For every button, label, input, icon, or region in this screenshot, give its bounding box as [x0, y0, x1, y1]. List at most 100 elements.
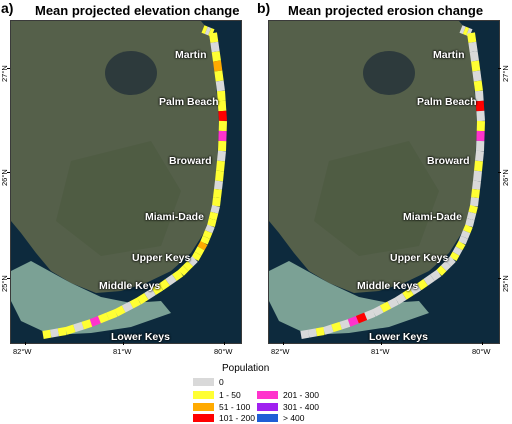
- legend-item: 201 - 300: [257, 390, 319, 400]
- lat-label-25n: 25°N: [501, 275, 510, 292]
- region-label-martin: Martin: [433, 49, 465, 61]
- shallow-water-bay: [269, 261, 429, 335]
- coastal-segment: [211, 51, 221, 62]
- lat-label-27n: 27°N: [0, 65, 9, 82]
- lat-tick: [7, 278, 10, 279]
- lon-label-81w: 81°W: [371, 347, 390, 356]
- legend-swatch: [257, 403, 278, 411]
- legend-label: > 400: [283, 413, 305, 423]
- coastal-segment: [158, 279, 170, 291]
- coastal-segment: [468, 205, 478, 214]
- coastal-segment: [217, 90, 226, 102]
- coastal-segment: [471, 60, 481, 72]
- coastal-segment: [322, 324, 334, 335]
- coastal-segment: [136, 292, 149, 305]
- coastal-segment: [194, 246, 205, 256]
- lon-tick: [25, 342, 26, 345]
- coastal-segment: [465, 218, 475, 227]
- lat-label-26n: 26°N: [501, 169, 510, 186]
- shallow-water-bay: [11, 261, 171, 335]
- lat-tick: [7, 172, 10, 173]
- region-label-middle-keys: Middle Keys: [357, 280, 419, 292]
- coastal-segment: [430, 269, 442, 281]
- lon-label-80w: 80°W: [472, 347, 491, 356]
- coastal-segment: [200, 235, 211, 245]
- coastal-segment: [106, 309, 118, 321]
- region-label-miami-dade: Miami-Dade: [403, 211, 462, 223]
- coastal-segment: [475, 90, 484, 102]
- coastal-segment: [459, 25, 466, 35]
- region-label-broward: Broward: [169, 155, 212, 167]
- coastal-segment: [416, 279, 428, 291]
- legend-swatch: [193, 403, 214, 411]
- coastal-segment: [151, 283, 164, 296]
- legend-swatch: [193, 391, 214, 399]
- coastal-segment: [213, 188, 222, 199]
- coastal-segment: [458, 235, 469, 245]
- lat-tick: [498, 68, 501, 69]
- coastal-segment: [218, 110, 227, 122]
- coastal-segment: [315, 327, 325, 337]
- coastal-segment: [217, 100, 227, 112]
- region-label-martin: Martin: [175, 49, 207, 61]
- panel-a-title: Mean projected elevation change: [35, 3, 240, 18]
- region-label-palm-beach: Palm Beach: [159, 96, 219, 108]
- lon-label-80w: 80°W: [214, 347, 233, 356]
- legend-item: 0: [193, 377, 224, 387]
- coastal-segment: [202, 230, 213, 239]
- coastal-segment: [114, 305, 126, 317]
- coastal-segment: [197, 241, 208, 251]
- coastal-segment: [49, 328, 60, 338]
- coastal-segment: [460, 230, 471, 239]
- everglades-area: [314, 141, 439, 256]
- coastal-segment: [472, 70, 482, 82]
- coastal-segment: [213, 60, 223, 72]
- coastal-segment: [387, 297, 399, 309]
- coastal-segment: [394, 292, 407, 305]
- lon-label-82w: 82°W: [13, 347, 32, 356]
- coastal-segment: [182, 260, 194, 272]
- coastal-segment: [409, 283, 422, 296]
- coastal-segment: [470, 197, 479, 207]
- lake-okeechobee: [363, 51, 415, 95]
- region-label-lower-keys: Lower Keys: [369, 331, 428, 343]
- coastal-segment: [423, 274, 435, 286]
- coastal-segment: [471, 188, 480, 199]
- coastal-segment: [472, 180, 481, 190]
- coastal-segment: [172, 269, 184, 281]
- lat-label-27n: 27°N: [501, 65, 510, 82]
- coastal-segment: [191, 251, 202, 261]
- coastal-segment: [178, 265, 189, 276]
- coastal-segment: [331, 321, 342, 333]
- legend-title: Population: [222, 363, 270, 374]
- legend-label: 101 - 200: [219, 413, 255, 423]
- coastal-segment: [121, 301, 134, 313]
- coastal-segment: [462, 26, 470, 36]
- coastal-segment: [466, 211, 477, 221]
- coastal-segment: [204, 26, 212, 36]
- coastal-segment: [97, 312, 110, 324]
- satellite-map-a: [11, 21, 241, 343]
- coastal-segment: [42, 329, 52, 339]
- coastal-segment: [364, 309, 376, 321]
- legend-swatch: [193, 378, 214, 386]
- coastal-segment: [468, 41, 478, 53]
- lon-tick: [123, 342, 124, 345]
- coastal-segment: [476, 110, 485, 122]
- legend-label: 51 - 100: [219, 402, 251, 412]
- coastal-segment: [475, 100, 485, 112]
- legend-label: 201 - 300: [283, 390, 319, 400]
- legend-label: 1 - 50: [219, 390, 241, 400]
- lon-label-82w: 82°W: [271, 347, 290, 356]
- coastal-segment: [129, 297, 141, 309]
- coastal-segment: [347, 315, 359, 327]
- coastal-segment: [144, 288, 156, 300]
- coastal-segment: [452, 246, 463, 256]
- lon-tick: [381, 342, 382, 345]
- lat-label-26n: 26°N: [0, 169, 9, 186]
- coastal-segment: [449, 251, 460, 261]
- lon-tick: [482, 342, 483, 345]
- satellite-map-b: [269, 21, 499, 343]
- legend-label: 301 - 400: [283, 402, 319, 412]
- coastal-segment: [214, 180, 223, 190]
